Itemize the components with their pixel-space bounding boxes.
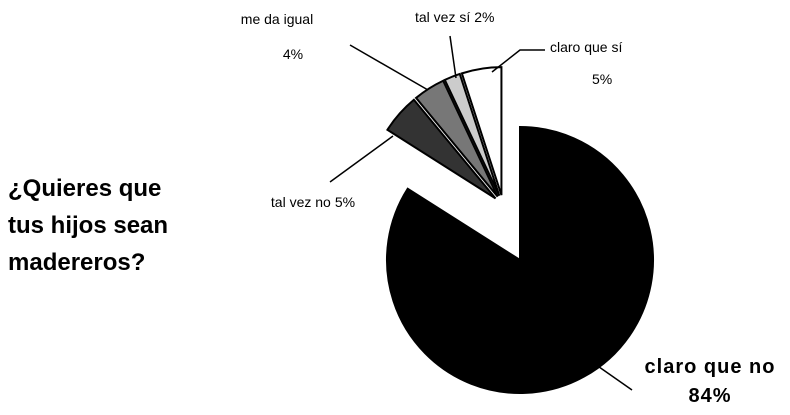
leader-line [349,44,429,91]
leader-line [449,35,457,79]
slice-value: 5% [335,194,355,210]
slice-name: me da igual [241,11,313,27]
pie-slice [414,79,499,198]
leader-line [491,49,545,73]
slice-name: claro que sí [550,39,622,55]
slice-value: 2% [474,9,494,25]
slice-name: claro que no [645,356,776,378]
pie-slice [386,125,654,394]
chart-title: ¿Quieres que tus hijos sean madereros? [8,175,169,276]
slice-value: 84% [688,385,731,407]
pie-slice [460,66,503,196]
leader-line [329,135,394,183]
pie-slice [443,72,501,197]
slice-name: tal vez sí [415,9,470,25]
slice-name: tal vez no [271,194,331,210]
leader-line [591,361,633,391]
slice-value: 5% [592,71,612,87]
slice-value: 4% [283,46,303,62]
pie-slice [386,98,497,200]
slice-label: tal vez no 5% [271,194,355,210]
slice-label: tal vez sí 2% [415,9,494,25]
